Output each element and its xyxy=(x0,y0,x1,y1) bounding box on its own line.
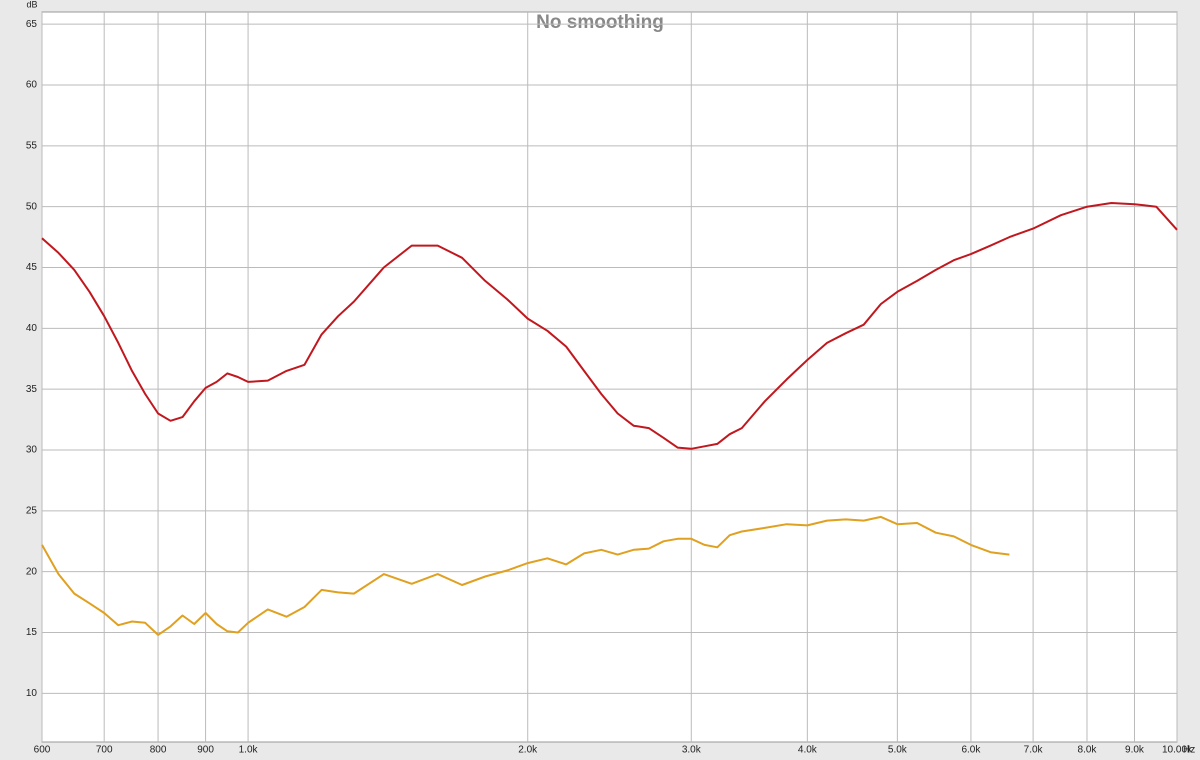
y-tick-label: 45 xyxy=(26,262,38,273)
y-tick-label: 65 xyxy=(26,19,38,30)
x-tick-label: 4.0k xyxy=(798,745,818,756)
x-tick-label: 5.0k xyxy=(888,745,908,756)
x-axis-label: Hz xyxy=(1183,745,1195,756)
y-tick-label: 35 xyxy=(26,384,38,395)
data-line xyxy=(41,202,1178,450)
y-tick-label: 40 xyxy=(26,323,38,334)
x-tick-label: 800 xyxy=(150,745,167,756)
y-tick-label: 10 xyxy=(26,688,38,699)
x-tick-label: 2.0k xyxy=(518,745,538,756)
y-tick-label: 50 xyxy=(26,201,38,212)
y-axis-label: dB xyxy=(26,0,37,9)
x-tick-label: 9.0k xyxy=(1125,745,1145,756)
x-tick-label: 6.0k xyxy=(961,745,981,756)
x-tick-label: 3.0k xyxy=(682,745,702,756)
x-tick-label: 8.0k xyxy=(1078,745,1098,756)
x-tick-label: 7.0k xyxy=(1024,745,1044,756)
x-tick-label: 10.00k xyxy=(1162,745,1193,756)
y-tick-label: 20 xyxy=(26,566,38,577)
plot-area xyxy=(41,11,1178,743)
data-line xyxy=(41,515,1010,636)
y-tick-label: 55 xyxy=(26,140,38,151)
y-tick-label: 30 xyxy=(26,445,38,456)
chart-title: No smoothing xyxy=(536,12,664,33)
x-tick-label: 900 xyxy=(197,745,214,756)
x-tick-label: 700 xyxy=(96,745,113,756)
y-tick-label: 25 xyxy=(26,505,38,516)
x-tick-label: 600 xyxy=(34,745,51,756)
x-tick-label: 1.0k xyxy=(239,745,259,756)
y-tick-label: 15 xyxy=(26,627,38,638)
y-tick-label: 60 xyxy=(26,80,38,91)
